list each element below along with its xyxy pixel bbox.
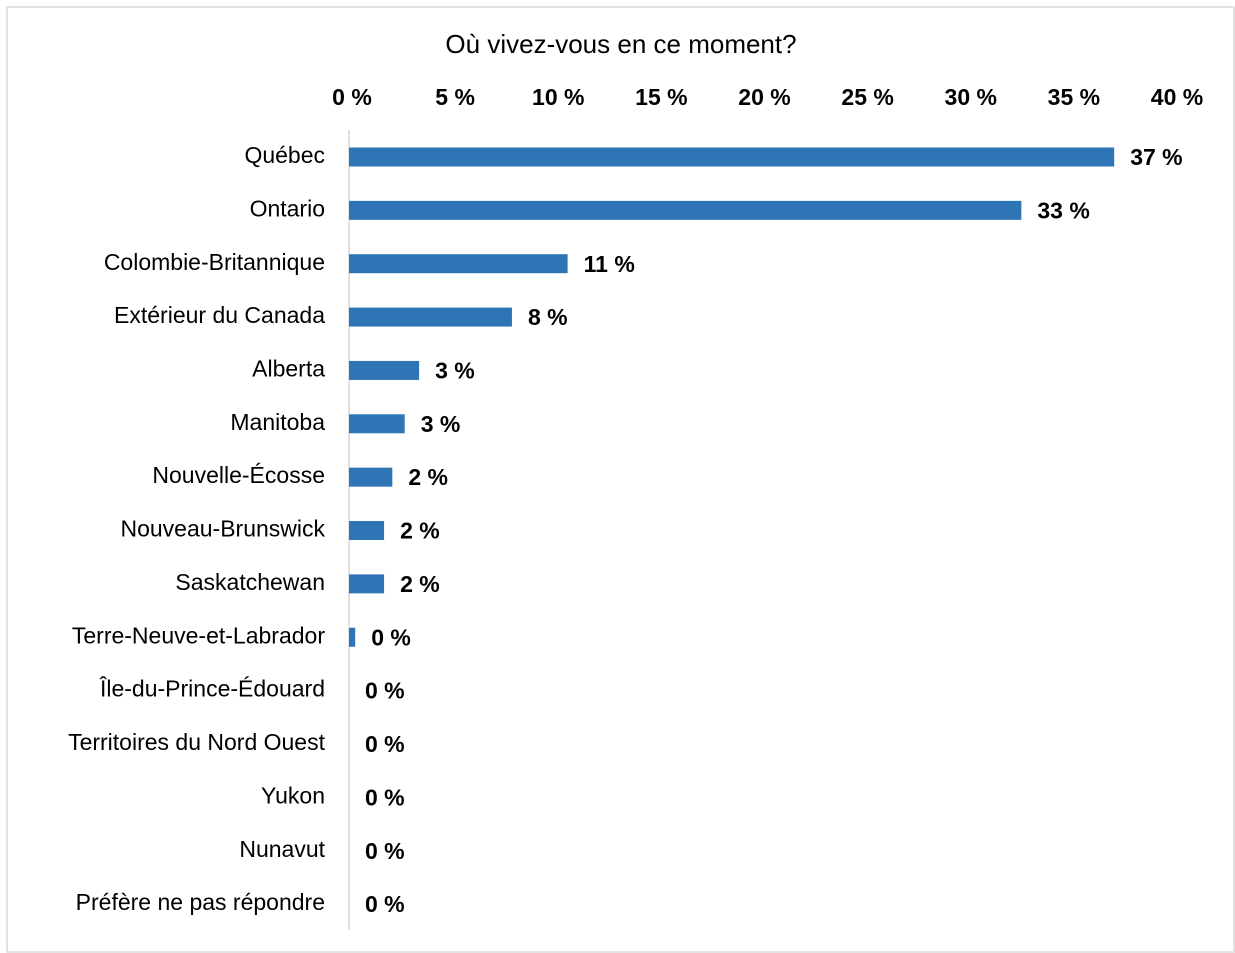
x-tick-label: 25 % [841, 84, 893, 110]
bar [349, 200, 1022, 220]
value-label: 8 % [528, 304, 568, 330]
value-label: 3 % [421, 411, 461, 437]
y-tick-label: Terre-Neuve-et-Labrador [72, 622, 325, 648]
y-tick-label: Île-du-Prince-Édouard [99, 676, 325, 702]
x-tick-label: 30 % [945, 84, 997, 110]
y-tick-label: Extérieur du Canada [114, 302, 325, 328]
y-tick-label: Yukon [261, 782, 325, 808]
y-tick-label: Nunavut [239, 836, 325, 862]
bar [349, 521, 385, 541]
value-label: 0 % [365, 891, 405, 917]
y-tick-label: Saskatchewan [175, 569, 325, 595]
value-label: 33 % [1037, 197, 1089, 223]
value-label: 0 % [371, 624, 411, 650]
bar [349, 307, 512, 327]
y-tick-label: Manitoba [230, 409, 325, 435]
bar [349, 360, 420, 380]
chart-title: Où vivez-vous en ce moment? [445, 29, 796, 59]
value-label: 2 % [400, 571, 440, 597]
x-tick-label: 0 % [332, 84, 372, 110]
y-tick-label: Préfère ne pas répondre [76, 889, 325, 915]
value-label: 2 % [408, 464, 448, 490]
x-tick-label: 40 % [1151, 84, 1203, 110]
x-tick-label: 20 % [738, 84, 790, 110]
y-tick-label: Nouvelle-Écosse [152, 462, 325, 488]
bar [349, 627, 356, 647]
y-tick-label: Québec [244, 142, 325, 168]
bar [349, 147, 1115, 167]
value-label: 37 % [1130, 144, 1182, 170]
value-label: 2 % [400, 518, 440, 544]
bar [349, 574, 385, 594]
value-label: 3 % [435, 358, 475, 384]
bar [349, 414, 405, 434]
value-label: 0 % [365, 838, 405, 864]
x-tick-label: 35 % [1048, 84, 1100, 110]
y-tick-label: Ontario [250, 195, 325, 221]
x-tick-label: 15 % [635, 84, 687, 110]
value-label: 0 % [365, 784, 405, 810]
y-tick-label: Alberta [252, 356, 325, 382]
bar [349, 254, 568, 274]
y-tick-label: Territoires du Nord Ouest [68, 729, 326, 755]
y-tick-label: Nouveau-Brunswick [120, 516, 325, 542]
value-label: 0 % [365, 678, 405, 704]
y-tick-label: Colombie-Britannique [104, 249, 325, 275]
x-tick-label: 5 % [435, 84, 475, 110]
bar [349, 467, 393, 487]
value-label: 11 % [584, 251, 635, 277]
x-tick-label: 10 % [532, 84, 584, 110]
value-label: 0 % [365, 731, 405, 757]
